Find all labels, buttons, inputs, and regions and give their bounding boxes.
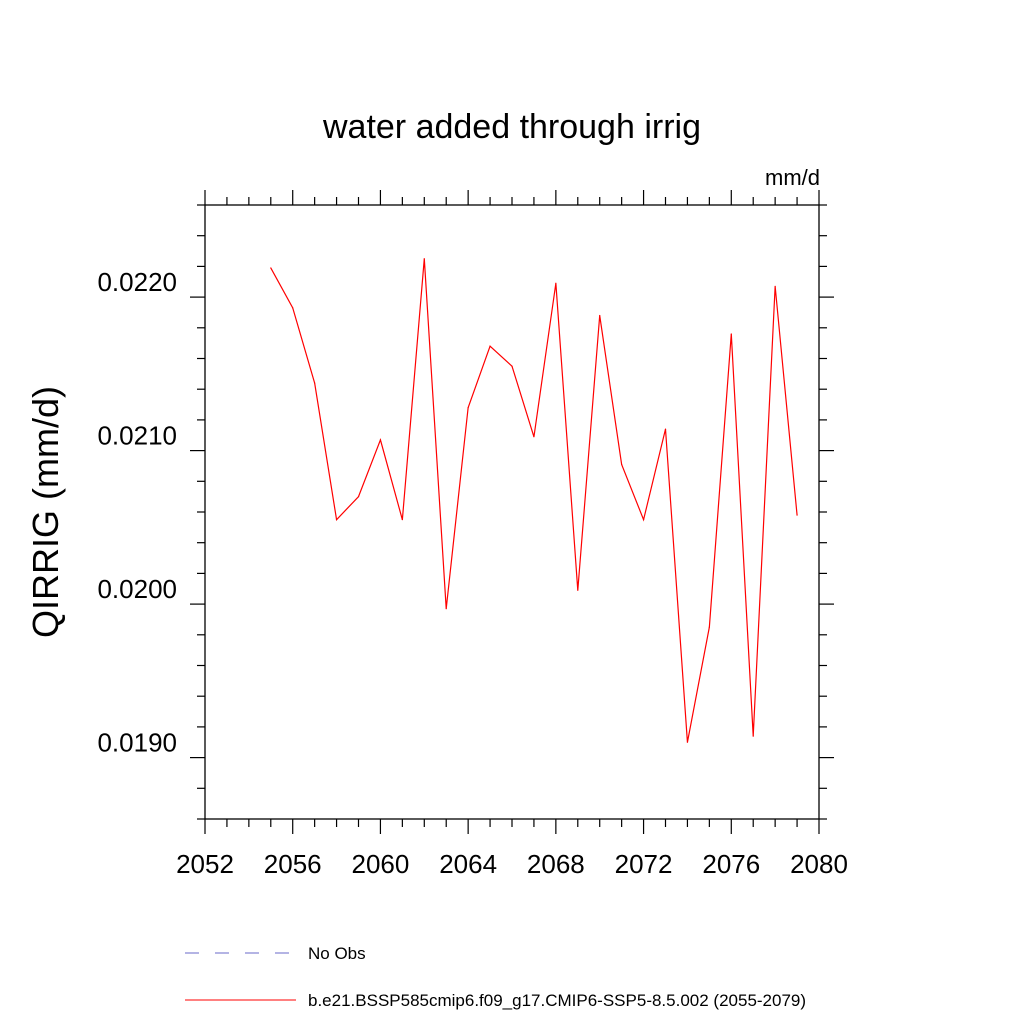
data-point	[730, 333, 732, 335]
data-point	[555, 282, 557, 284]
legend-label: No Obs	[308, 944, 366, 963]
data-point	[774, 285, 776, 287]
data-point	[577, 589, 579, 591]
x-tick-label: 2060	[352, 849, 410, 879]
plot-frame	[204, 204, 820, 820]
chart-title: water added through irrig	[322, 108, 701, 146]
data-point	[533, 436, 535, 438]
legend: No Obs b.e21.BSSP585cmip6.f09_g17.CMIP6-S…	[185, 944, 806, 1010]
data-point	[752, 735, 754, 737]
series-layer	[270, 258, 798, 743]
data-point	[599, 314, 601, 317]
y-axis-label: QIRRIG (mm/d)	[25, 386, 66, 638]
data-point	[270, 267, 272, 269]
legend-label: b.e21.BSSP585cmip6.f09_g17.CMIP6-SSP5-8.…	[308, 991, 806, 1010]
data-point	[445, 608, 447, 610]
data-point	[686, 741, 689, 743]
data-point	[708, 626, 710, 628]
units-label: mm/d	[765, 165, 820, 190]
y-tick-label: 0.0200	[97, 574, 177, 604]
data-point	[401, 519, 403, 521]
y-tick-label: 0.0220	[97, 267, 177, 297]
data-point	[292, 307, 294, 309]
x-tick-label: 2080	[790, 849, 848, 879]
data-point	[796, 514, 798, 516]
data-point	[467, 407, 469, 409]
data-point	[489, 345, 491, 347]
data-point	[642, 519, 645, 521]
data-point	[357, 496, 360, 498]
data-point	[664, 428, 667, 430]
y-tick-label: 0.0210	[97, 420, 177, 450]
data-point	[379, 439, 382, 441]
x-tick-label: 2056	[264, 849, 322, 879]
data-point	[621, 463, 623, 466]
data-point	[423, 258, 425, 260]
x-tick-label: 2068	[527, 849, 585, 879]
x-tick-label: 2072	[615, 849, 673, 879]
data-point	[511, 365, 513, 367]
data-point	[314, 382, 316, 384]
data-point	[335, 519, 338, 521]
y-tick-label: 0.0190	[97, 727, 177, 757]
series-line	[270, 258, 798, 743]
x-tick-label: 2052	[176, 849, 234, 879]
axes-group: 2052 2056 2060 2064 2068 2072 2076 2080 0.0190 0.…	[97, 190, 848, 879]
x-tick-label: 2064	[439, 849, 497, 879]
x-tick-label: 2076	[702, 849, 760, 879]
